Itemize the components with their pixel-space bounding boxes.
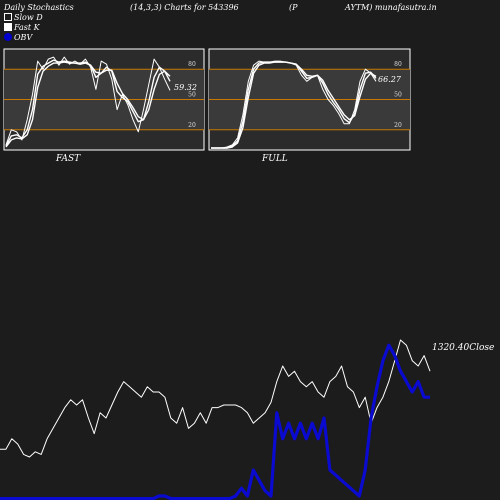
legend-label: OBV (14, 33, 33, 42)
legend-label: Fast K (14, 23, 40, 32)
obv-swatch (4, 33, 12, 41)
price-last-value: 1320.40Close (432, 343, 494, 353)
legend-label: Slow D (14, 13, 43, 22)
fast-tick-50: 50 (188, 92, 196, 99)
fast-panel-label: FAST (56, 154, 81, 164)
price-line (0, 339, 431, 458)
header-mid: (P (289, 3, 298, 12)
full-last-value: 66.27 (378, 75, 402, 84)
full-panel-label: FULL (262, 154, 288, 164)
legend-slow-d: Slow D (4, 13, 43, 22)
fast-series-2 (5, 61, 171, 148)
fast-k-swatch (4, 23, 12, 31)
full-tick-20: 20 (394, 122, 402, 129)
fast-tick-20: 20 (188, 122, 196, 129)
slow-d-swatch (4, 13, 12, 21)
fast-last-value: 59.32 (174, 83, 197, 92)
full-series-2 (211, 61, 377, 149)
header-params: (14,3,3) Charts for 543396 (130, 3, 239, 12)
legend-obv: OBV (4, 33, 32, 42)
header-title: Daily Stochastics (4, 3, 74, 12)
obv-line (0, 343, 430, 500)
full-tick-80: 80 (394, 61, 402, 68)
fast-tick-80: 80 (188, 61, 196, 68)
legend-fast-k: Fast K (4, 23, 40, 32)
full-tick-50: 50 (394, 92, 402, 99)
header-site: AYTM) munafasutra.in (345, 3, 437, 12)
